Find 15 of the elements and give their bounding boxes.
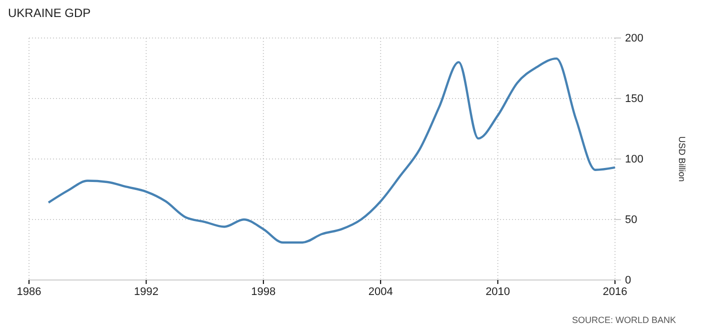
y-tick-label: 100 bbox=[625, 154, 644, 166]
y-tick-label: 50 bbox=[625, 214, 638, 226]
x-tick-label: 2016 bbox=[602, 286, 628, 298]
source-note: SOURCE: WORLD BANK bbox=[572, 315, 676, 325]
y-tick-label: 150 bbox=[625, 93, 644, 106]
x-tick-label: 1986 bbox=[16, 286, 42, 298]
x-tick-label: 2004 bbox=[368, 286, 393, 298]
x-tick-label: 1998 bbox=[251, 286, 276, 298]
x-tick-label: 2010 bbox=[486, 286, 510, 298]
y-axis-title: USD Billion bbox=[677, 136, 687, 182]
y-tick-label: 0 bbox=[625, 274, 632, 287]
line-series bbox=[47, 57, 616, 244]
chart-title: UKRAINE GDP bbox=[8, 6, 91, 20]
y-tick-label: 200 bbox=[625, 32, 644, 45]
x-tick-label: 1992 bbox=[134, 286, 158, 298]
